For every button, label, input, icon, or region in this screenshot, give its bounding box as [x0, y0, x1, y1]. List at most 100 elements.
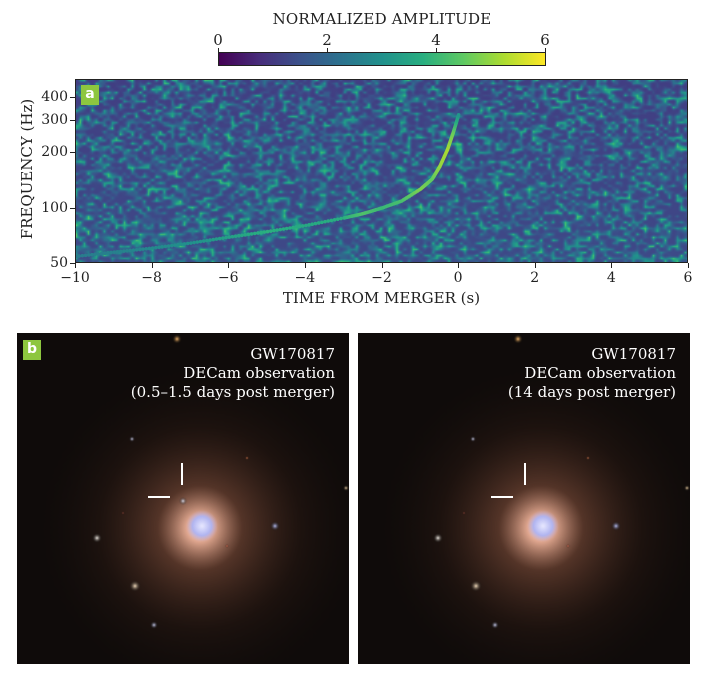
chirp-point [102, 251, 107, 256]
chirp-point [195, 240, 200, 244]
colorbar [218, 52, 546, 66]
chirp-point [147, 246, 152, 251]
chirp-point [237, 233, 241, 238]
chirp-point [256, 231, 260, 235]
panel-a-tag: a [81, 85, 99, 105]
panel-b-tag: b [23, 340, 41, 360]
chirp-point [141, 247, 145, 251]
chirp-point [456, 112, 461, 117]
chirp-point [189, 241, 193, 245]
caption-event: GW170817 [591, 345, 676, 363]
colorbar-tick-mark [436, 48, 437, 52]
colorbar-tick-mark [218, 48, 219, 52]
chirp-point [281, 227, 286, 231]
chirp-point [320, 220, 324, 225]
y-tick-mark [70, 96, 75, 98]
chirp-point [246, 232, 251, 237]
x-axis-label: TIME FROM MERGER (s) [282, 289, 481, 307]
x-tick-mark [304, 263, 306, 268]
chirp-point [304, 223, 308, 228]
chirp-point [201, 239, 206, 243]
chirp-point [154, 245, 158, 250]
chirp-point [134, 247, 139, 252]
chirp-point [131, 248, 136, 252]
y-axis-label: FREQUENCY (Hz) [18, 98, 36, 240]
chirp-point [125, 248, 129, 253]
chirp-point [316, 221, 321, 225]
chirp-point [93, 252, 97, 257]
crosshair-horizontal [491, 496, 513, 498]
chirp-point [336, 217, 340, 221]
chirp-point [227, 235, 232, 239]
chirp-point [106, 251, 110, 255]
chirp-point [307, 223, 311, 227]
caption-event: GW170817 [250, 345, 335, 363]
spectrogram-noise [76, 80, 687, 262]
galaxy-image [358, 333, 690, 664]
chirp-point [275, 228, 279, 232]
x-tick-label: 6 [683, 270, 693, 286]
x-tick-label: −6 [217, 270, 239, 286]
y-tick-mark [70, 207, 75, 209]
chirp-point [259, 230, 263, 235]
chirp-point [233, 234, 238, 238]
chirp-point [278, 227, 283, 232]
chirp-point [138, 247, 142, 252]
chirp-point [329, 218, 334, 223]
chirp-point [240, 233, 244, 238]
chirp-point [214, 237, 219, 241]
x-tick-mark [611, 263, 613, 268]
chirp-point [224, 235, 228, 240]
caption-epoch: (0.5–1.5 days post merger) [130, 383, 335, 401]
chirp-point [332, 218, 337, 222]
chirp-point [323, 219, 327, 224]
x-tick-mark [534, 263, 536, 268]
x-tick-label: −8 [141, 270, 162, 286]
decam-image-late: GW170817 DECam observation (14 days post… [358, 333, 690, 664]
chirp-point [326, 219, 331, 223]
caption-instrument: DECam observation [183, 364, 335, 382]
x-tick-label: −10 [60, 270, 90, 286]
chirp-point [122, 249, 126, 253]
x-tick-mark [458, 263, 460, 268]
chirp-point [157, 245, 161, 250]
chirp-point [112, 250, 117, 254]
chirp-point [310, 222, 315, 226]
chirp-point [182, 242, 187, 246]
chirp-point [150, 246, 155, 250]
chirp-point [221, 236, 225, 240]
x-tick-label: −4 [294, 270, 316, 286]
chirp-point [80, 253, 85, 258]
chirp-point [90, 252, 94, 257]
galaxy-image [17, 333, 349, 664]
chirp-point [252, 231, 257, 236]
x-tick-label: 4 [606, 270, 616, 286]
chirp-point [300, 224, 305, 228]
y-tick-label: 200 [41, 144, 68, 161]
colorbar-title: NORMALIZED AMPLITUDE [272, 10, 492, 28]
caption-instrument: DECam observation [524, 364, 676, 382]
chirp-point [169, 243, 174, 248]
chirp-point [268, 229, 273, 233]
chirp-point [176, 242, 180, 247]
colorbar-tick-label: 6 [540, 31, 550, 49]
y-tick-mark [70, 119, 75, 121]
chirp-point [339, 216, 343, 221]
chirp-point [144, 246, 149, 251]
chirp-point [96, 252, 101, 256]
chirp-point [205, 238, 209, 243]
chirp-point [243, 233, 248, 237]
chirp-point [76, 254, 78, 259]
chirp-point [77, 254, 81, 258]
chirp-point [115, 250, 120, 254]
y-tick-mark [70, 152, 75, 154]
chirp-point [313, 221, 318, 226]
chirp-point [208, 238, 212, 242]
y-tick-label: 400 [41, 88, 68, 105]
spectrogram-plot: a [75, 79, 688, 263]
chirp-point [211, 237, 216, 242]
chirp-point [185, 241, 190, 246]
x-tick-label: 0 [453, 270, 463, 286]
chirp-point [217, 236, 222, 241]
chirp-point [198, 239, 203, 244]
